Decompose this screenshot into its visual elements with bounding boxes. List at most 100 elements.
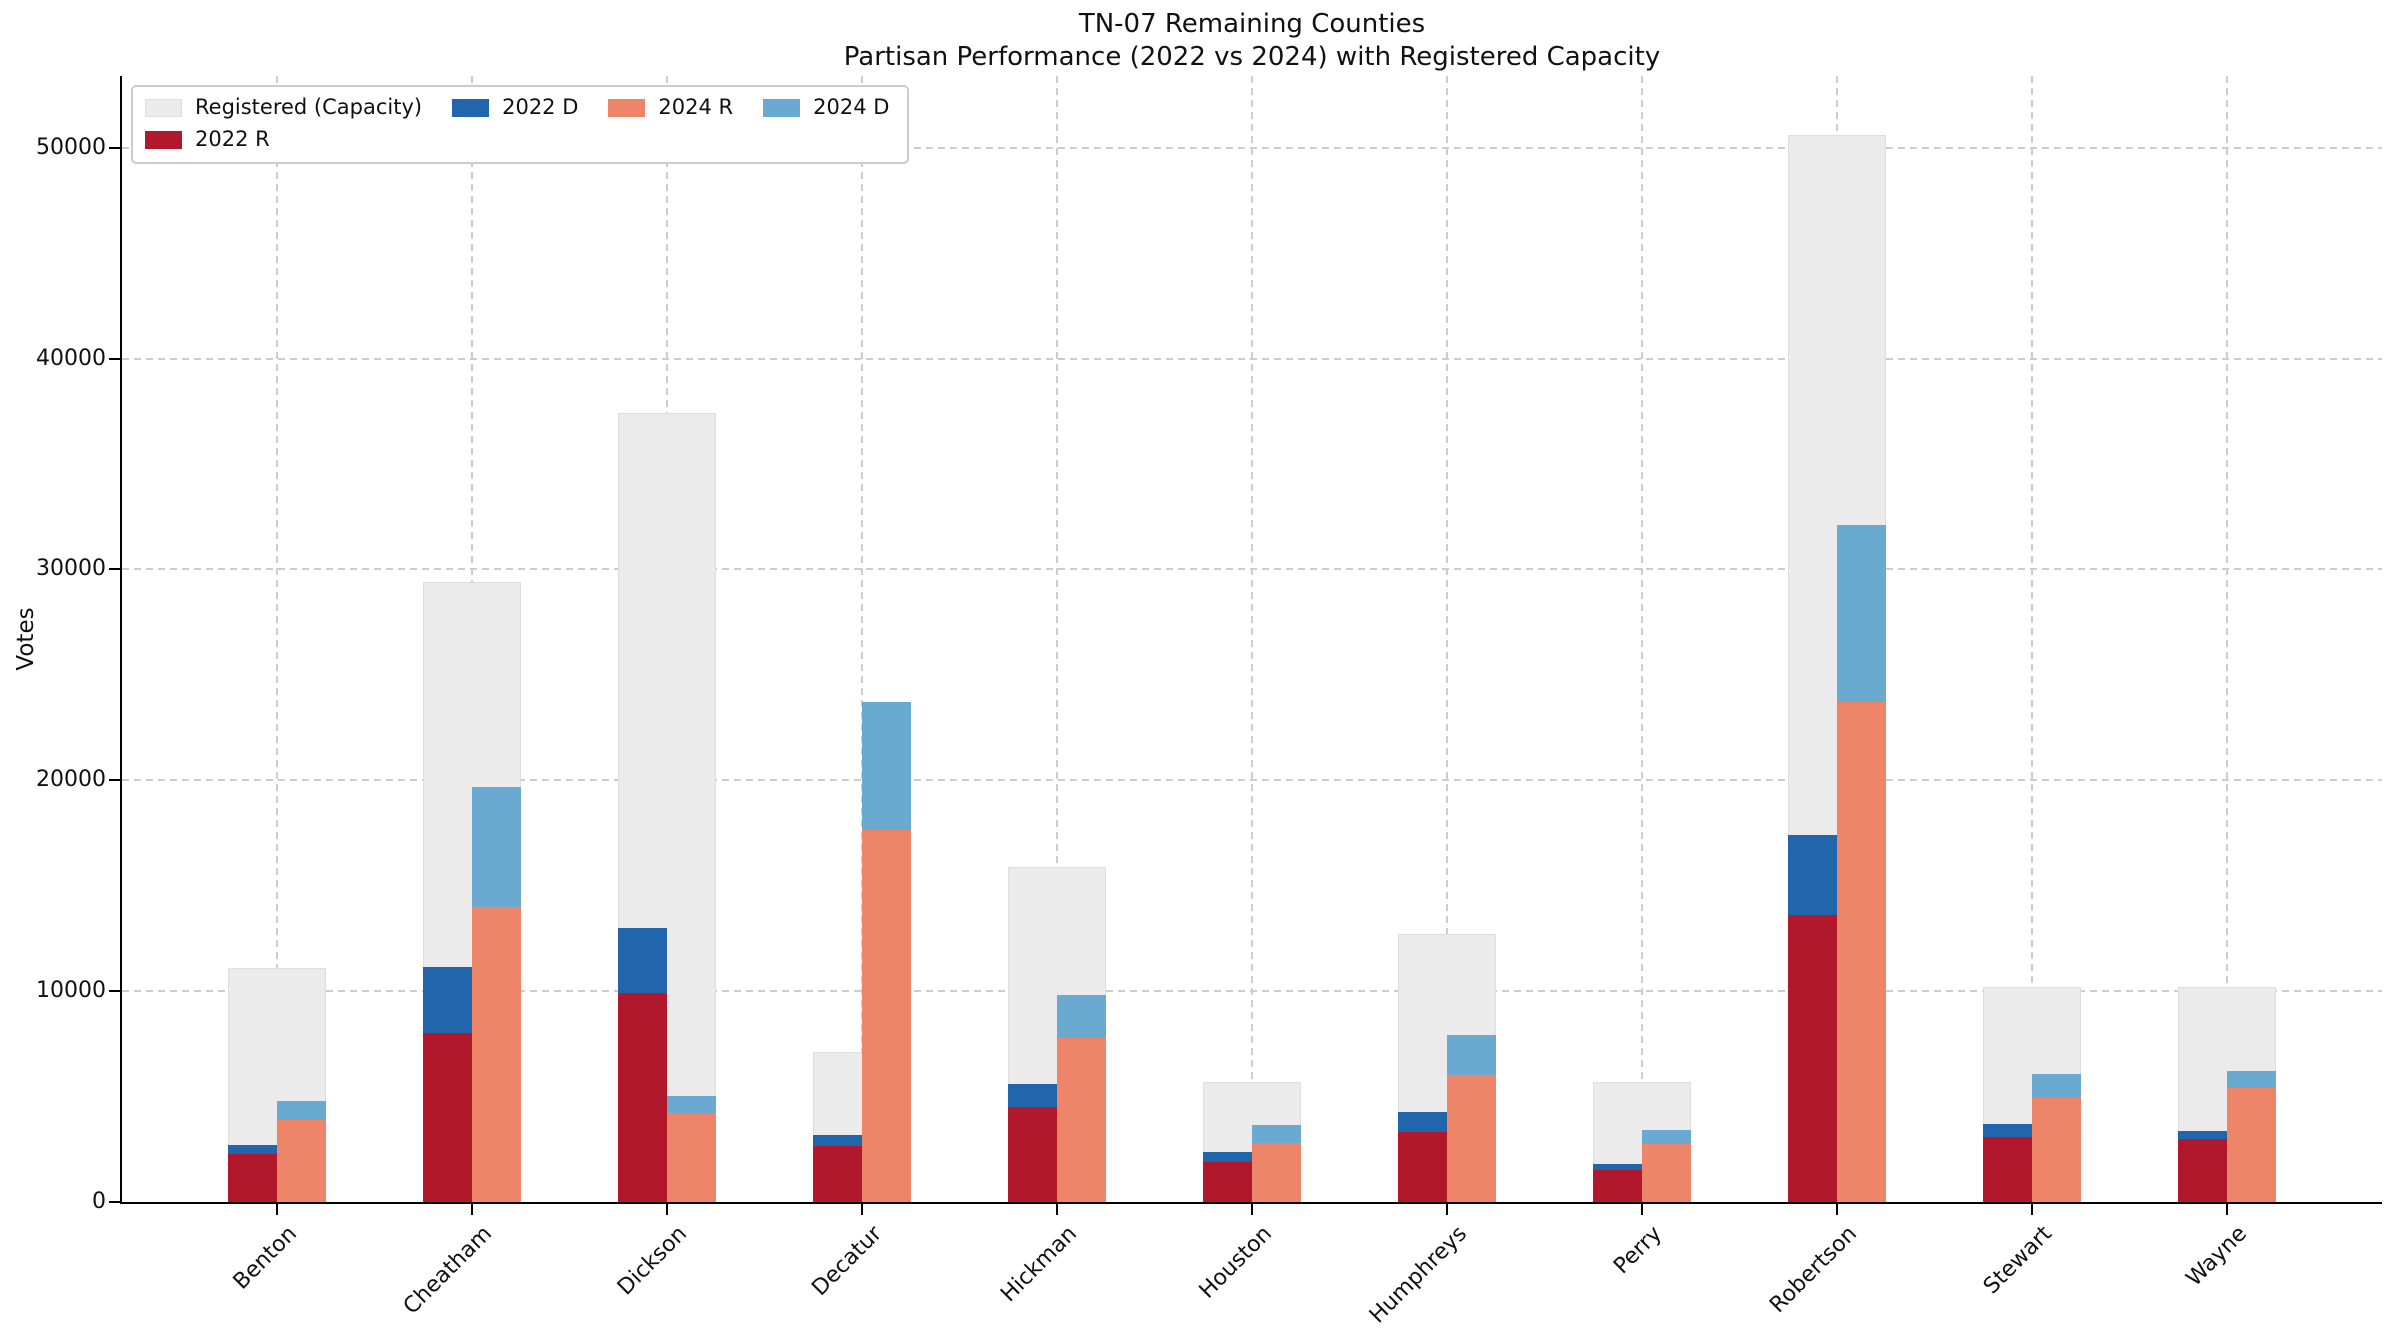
bar-2022-d	[423, 967, 472, 1033]
bar-2022-r	[423, 1033, 472, 1202]
x-tick-mark	[471, 1204, 473, 1215]
x-tick-mark	[666, 1204, 668, 1215]
y-tick-mark	[109, 779, 120, 782]
vertical-gridline	[1641, 76, 1643, 1202]
bar-2024-r	[862, 830, 911, 1202]
legend-box: Registered (Capacity) 2022 R 2022 D 2024 R 2…	[131, 85, 910, 164]
bar-2024-d	[2227, 1071, 2276, 1088]
bar-2024-d	[1837, 525, 1886, 702]
legend-label: 2022 R	[195, 127, 270, 151]
bar-2024-d	[667, 1096, 716, 1113]
x-tick-mark	[276, 1204, 278, 1215]
bar-2022-r	[618, 993, 667, 1202]
bar-2022-d	[1398, 1112, 1447, 1132]
y-tick-label: 50000	[36, 134, 106, 160]
legend-swatch-icon	[608, 98, 646, 117]
bar-2024-d	[277, 1101, 326, 1120]
legend-column: 2024 R	[608, 96, 733, 119]
y-tick-mark	[109, 568, 120, 571]
x-tick-label-stewart: Stewart	[1978, 1221, 2057, 1300]
legend-swatch-icon	[145, 98, 182, 117]
vertical-gridline	[1056, 76, 1058, 1202]
x-tick-label-decatur: Decatur	[807, 1221, 887, 1301]
y-tick-mark	[109, 357, 120, 360]
x-tick-mark	[861, 1204, 863, 1215]
y-tick-mark	[109, 990, 120, 993]
bar-2022-d	[1203, 1152, 1252, 1162]
legend-swatch-icon	[763, 98, 801, 117]
x-tick-mark	[2031, 1204, 2033, 1215]
bar-2024-d	[2032, 1074, 2081, 1097]
legend-column: Registered (Capacity) 2022 R	[145, 96, 422, 151]
bar-2022-d	[1008, 1084, 1057, 1107]
legend-item-2022-d: 2022 D	[452, 96, 578, 119]
x-tick-mark	[1446, 1204, 1448, 1215]
chart-title: TN-07 Remaining Counties	[1078, 9, 1426, 39]
legend-item-2022-r: 2022 R	[145, 128, 422, 151]
bar-2024-r	[1642, 1144, 1691, 1202]
vertical-gridline	[2226, 76, 2228, 1202]
bar-2022-d	[1788, 835, 1837, 915]
y-tick-label: 30000	[36, 556, 106, 582]
bar-2022-d	[2178, 1131, 2227, 1139]
x-tick-label-dickson: Dickson	[612, 1221, 692, 1301]
legend-label: 2024 D	[813, 95, 890, 119]
bar-2022-r	[1593, 1170, 1642, 1202]
bar-2022-d	[1983, 1124, 2032, 1137]
legend-label: 2024 R	[658, 95, 734, 119]
bar-2022-r	[1203, 1162, 1252, 1202]
y-tick-mark	[109, 146, 120, 149]
bar-2022-r	[813, 1146, 862, 1202]
vertical-gridline	[1446, 76, 1448, 1202]
bar-2022-r	[1398, 1132, 1447, 1202]
vertical-gridline	[861, 76, 863, 1202]
bar-2024-r	[277, 1120, 326, 1202]
bar-2024-d	[1252, 1125, 1301, 1143]
bar-2024-r	[2032, 1097, 2081, 1202]
y-tick-label: 40000	[36, 345, 106, 371]
legend-item-2024-d: 2024 D	[763, 96, 889, 119]
bar-2022-r	[1983, 1137, 2032, 1202]
y-axis-label: Votes	[13, 607, 39, 671]
x-tick-label-houston: Houston	[1194, 1221, 1277, 1304]
bar-2022-r	[228, 1154, 277, 1202]
x-tick-mark	[1251, 1204, 1253, 1215]
bar-2022-d	[228, 1145, 277, 1154]
bar-2024-d	[1057, 995, 1106, 1038]
plot-area: 0 10000 20000 30000 40000 50000 Benton Cheatham…	[36, 76, 2382, 1328]
bar-2022-d	[618, 928, 667, 993]
x-tick-label-wayne: Wayne	[2181, 1221, 2252, 1292]
legend-swatch-icon	[145, 130, 182, 149]
bar-2024-d	[472, 787, 521, 907]
legend-column: 2022 D	[452, 96, 578, 119]
bar-2024-r	[2227, 1088, 2276, 1202]
x-tick-label-perry: Perry	[1609, 1221, 1667, 1280]
legend-item-registered-capacity-: Registered (Capacity)	[145, 96, 422, 119]
bar-2024-r	[667, 1113, 716, 1202]
legend-swatch-icon	[452, 98, 490, 117]
bar-2022-d	[1593, 1164, 1642, 1170]
bar-2024-r	[1252, 1143, 1301, 1202]
bar-2022-r	[1008, 1107, 1057, 1202]
chart-subtitle: Partisan Performance (2022 vs 2024) with…	[843, 42, 1661, 72]
y-tick-label: 20000	[36, 767, 106, 793]
vertical-gridline	[276, 76, 278, 1202]
vertical-gridline	[2031, 76, 2033, 1202]
chart-title-block: TN-07 Remaining Counties Partisan Perfor…	[122, 8, 2382, 74]
x-tick-label-robertson: Robertson	[1765, 1221, 1862, 1319]
bar-2024-d	[1447, 1035, 1496, 1075]
x-tick-mark	[1641, 1204, 1643, 1215]
bar-2024-r	[472, 907, 521, 1202]
bar-2022-r	[2178, 1139, 2227, 1202]
x-tick-label-humphreys: Humphreys	[1364, 1221, 1472, 1329]
legend-column: 2024 D	[763, 96, 889, 119]
bar-2024-d	[1642, 1130, 1691, 1144]
bar-2024-r	[1447, 1075, 1496, 1202]
y-tick-mark	[109, 1201, 120, 1203]
legend-label: 2022 D	[502, 95, 579, 119]
legend-label: Registered (Capacity)	[195, 95, 423, 119]
x-tick-mark	[1836, 1204, 1838, 1215]
bar-2024-d	[862, 702, 911, 830]
bar-2022-d	[813, 1135, 862, 1146]
